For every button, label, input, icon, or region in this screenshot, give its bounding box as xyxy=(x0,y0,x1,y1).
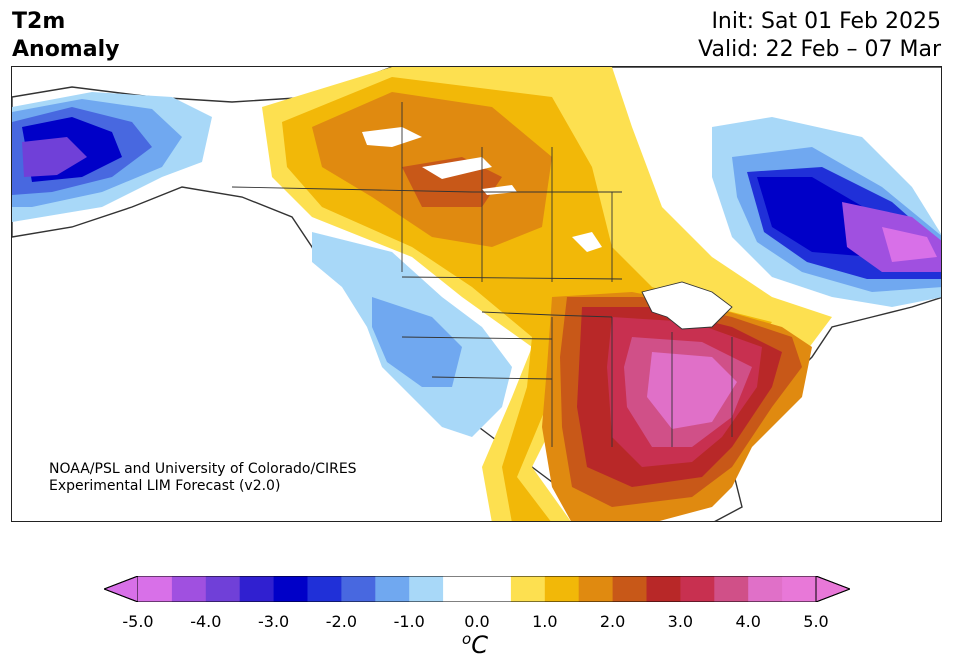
credit-text: NOAA/PSL and University of Colorado/CIRE… xyxy=(49,461,357,495)
political-borders xyxy=(231,102,733,447)
great-lakes xyxy=(641,281,733,330)
colorbar-segment xyxy=(510,576,546,602)
colorbar-segment xyxy=(205,576,241,602)
colorbar-tick-label: 1.0 xyxy=(532,612,558,631)
colorbar-ticks: -5.0 -4.0 -3.0 -2.0 -1.0 0.0 1.0 2.0 3.0 4.0 5.0 xyxy=(0,612,954,632)
colorbar-over-triangle xyxy=(815,576,850,602)
anomaly-map xyxy=(11,66,942,522)
colorbar-tick-label: -3.0 xyxy=(257,612,290,631)
colorbar-segment xyxy=(646,576,681,602)
colorbar-segment xyxy=(748,576,783,602)
colorbar-segment xyxy=(578,576,614,602)
map-canvas xyxy=(12,67,941,521)
colorbar-tick-label: 3.0 xyxy=(667,612,694,631)
credit-line-2: Experimental LIM Forecast (v2.0) xyxy=(49,478,281,494)
colorbar-unit: oC xyxy=(462,630,488,659)
colorbar-tick-label: -5.0 xyxy=(122,612,154,631)
colorbar-segment xyxy=(680,576,715,602)
colorbar-tick-label: -1.0 xyxy=(393,612,425,631)
unit-superscript: o xyxy=(462,630,472,648)
forecast-dates: Init: Sat 01 Feb 2025 Valid: 22 Feb – 07… xyxy=(698,8,941,64)
colorbar-segment xyxy=(307,576,342,602)
colorbar xyxy=(104,576,850,602)
valid-date-range: Valid: 22 Feb – 07 Mar xyxy=(698,37,941,62)
colorbar-tick-label: 0.0 xyxy=(464,612,490,631)
title-line-1: T2m xyxy=(12,9,66,34)
colorbar-segment xyxy=(341,576,376,602)
colorbar-under-triangle xyxy=(104,576,139,602)
colorbar-tick-label: 2.0 xyxy=(599,612,626,631)
colorbar-tick-label: 5.0 xyxy=(803,612,829,631)
unit-base: C xyxy=(471,631,488,659)
colorbar-segment xyxy=(714,576,749,602)
colorbar-segment xyxy=(171,576,207,602)
title-line-2: Anomaly xyxy=(12,37,120,62)
colorbar-segment xyxy=(612,576,647,602)
credit-line-1: NOAA/PSL and University of Colorado/CIRE… xyxy=(49,461,357,477)
init-date: Init: Sat 01 Feb 2025 xyxy=(711,9,941,34)
colorbar-segment xyxy=(544,576,580,602)
colorbar-segment xyxy=(782,576,817,602)
colorbar-segment xyxy=(273,576,308,602)
colorbar-segment xyxy=(477,576,512,602)
colorbar-segment xyxy=(443,576,478,602)
colorbar-segment xyxy=(409,576,444,602)
map-title: T2m Anomaly xyxy=(12,8,119,64)
colorbar-tick-label: 4.0 xyxy=(735,612,761,631)
colorbar-segment xyxy=(239,576,275,602)
colorbar-tick-label: -4.0 xyxy=(190,612,222,631)
colorbar-segment xyxy=(375,576,410,602)
colorbar-segment xyxy=(138,576,173,602)
colorbar-tick-label: -2.0 xyxy=(325,612,357,631)
